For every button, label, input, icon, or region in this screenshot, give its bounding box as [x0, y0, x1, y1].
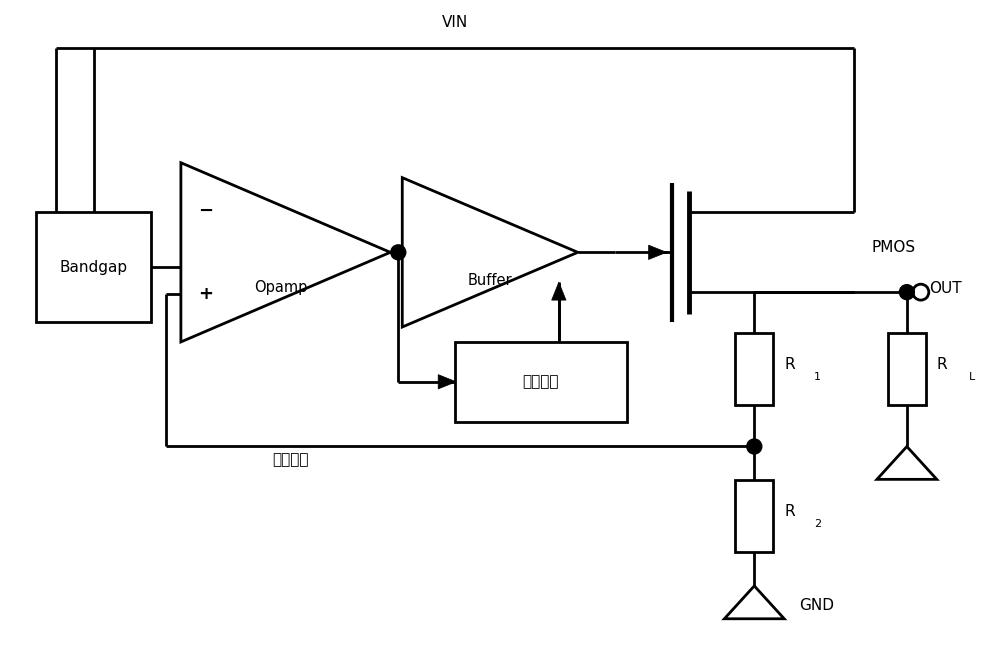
Polygon shape — [649, 245, 667, 260]
Polygon shape — [724, 586, 784, 619]
Polygon shape — [181, 163, 390, 342]
Bar — [888, 334, 926, 405]
Text: PMOS: PMOS — [872, 240, 916, 255]
Circle shape — [391, 245, 406, 260]
Text: 2: 2 — [814, 519, 821, 529]
Circle shape — [747, 439, 762, 454]
Polygon shape — [877, 447, 937, 480]
Text: Buffer: Buffer — [468, 273, 512, 288]
Circle shape — [899, 284, 914, 300]
Bar — [735, 480, 773, 552]
Text: Bandgap: Bandgap — [60, 260, 128, 275]
Text: 瞬态增强: 瞬态增强 — [523, 374, 559, 390]
Text: +: + — [198, 285, 213, 303]
Polygon shape — [552, 283, 566, 300]
Text: R: R — [784, 357, 795, 372]
Text: OUT: OUT — [929, 281, 961, 296]
Polygon shape — [438, 374, 456, 389]
Text: GND: GND — [799, 599, 834, 614]
Text: L: L — [969, 373, 975, 382]
Text: R: R — [937, 357, 947, 372]
Bar — [36, 212, 151, 322]
Bar — [735, 334, 773, 405]
Text: 采样电唸: 采样电唸 — [272, 452, 309, 467]
Text: −: − — [198, 202, 213, 219]
Polygon shape — [402, 177, 578, 327]
Text: 1: 1 — [814, 373, 821, 382]
Text: Opamp: Opamp — [254, 280, 307, 295]
Text: VIN: VIN — [442, 15, 468, 30]
Text: R: R — [784, 504, 795, 519]
Bar — [455, 342, 627, 422]
